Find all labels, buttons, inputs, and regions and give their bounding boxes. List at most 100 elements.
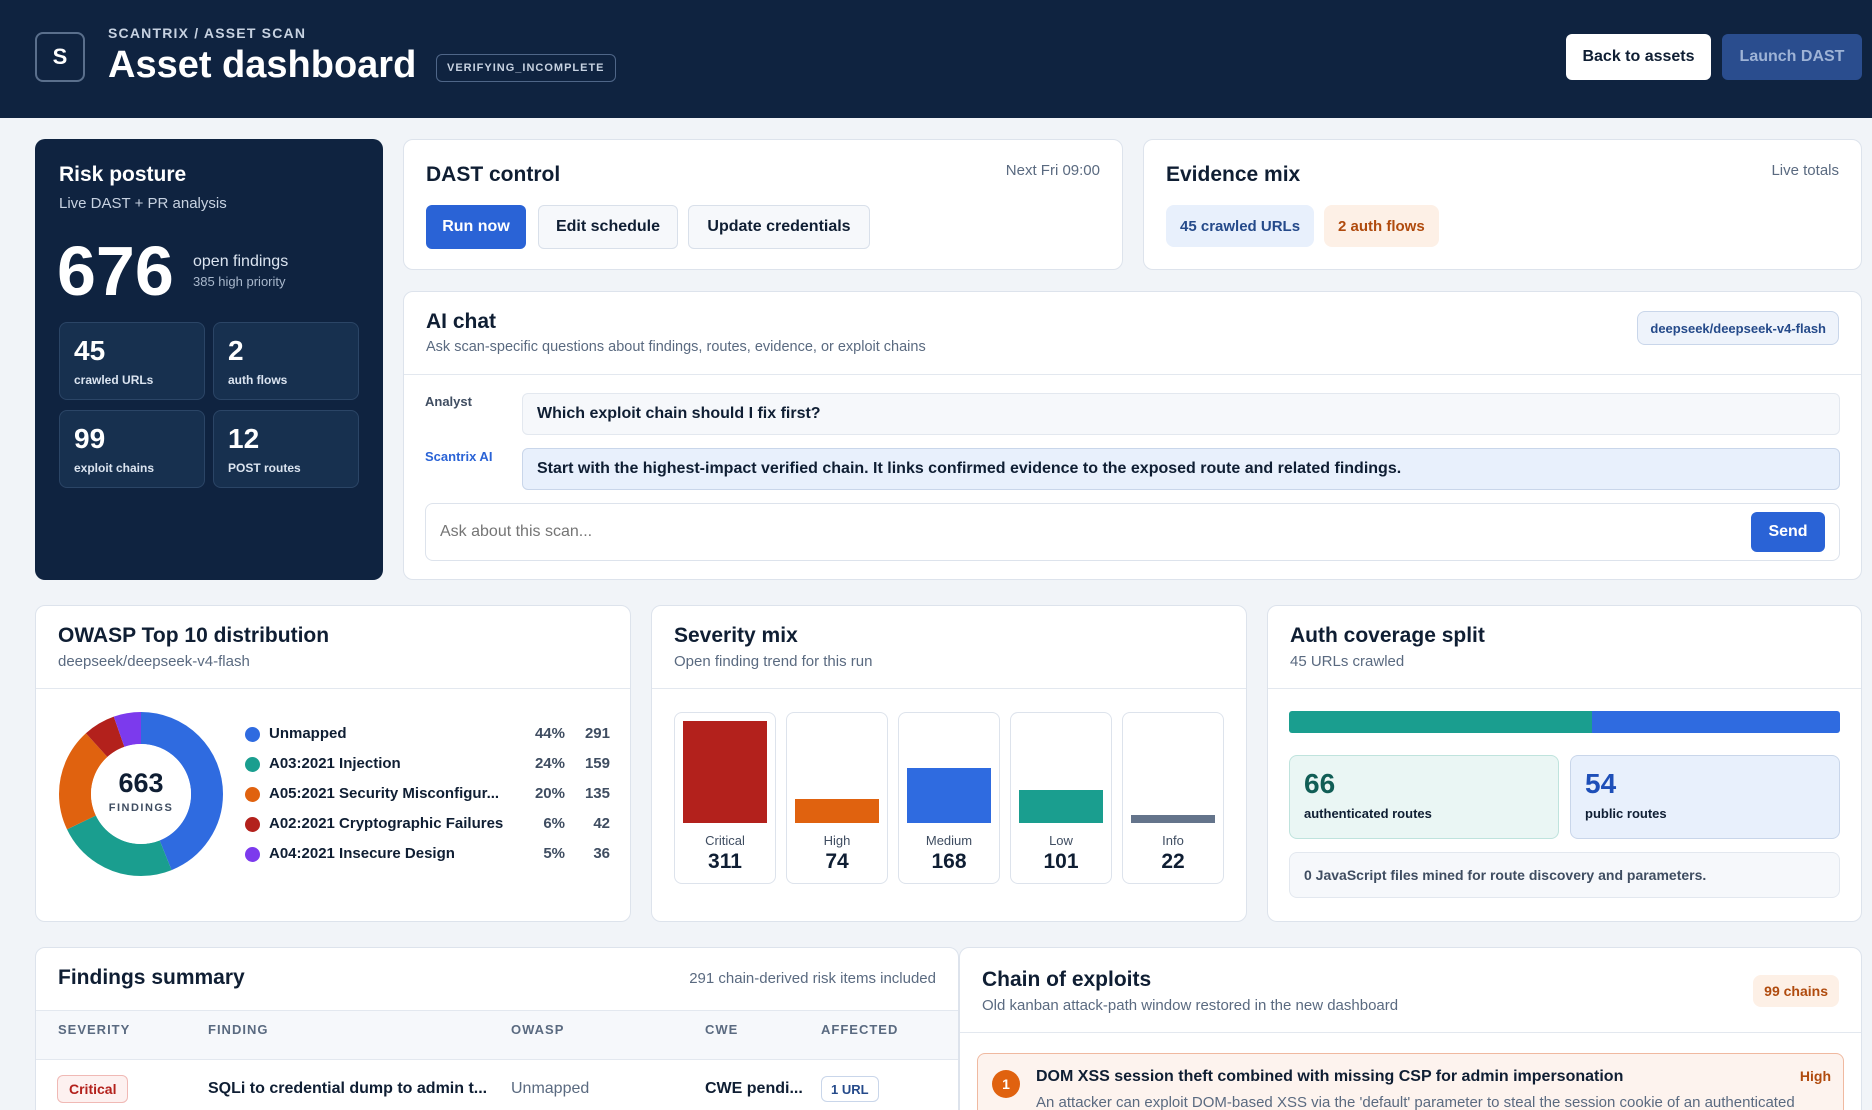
- col-cwe: CWE: [705, 1022, 739, 1037]
- severity-label: High: [823, 833, 851, 848]
- evidence-title: Evidence mix: [1166, 163, 1301, 186]
- legend-label: A04:2021 Insecure Design: [269, 845, 455, 862]
- send-button[interactable]: Send: [1751, 512, 1825, 552]
- owasp-donut-chart: [59, 712, 223, 876]
- legend-swatch: [245, 757, 260, 772]
- model-badge: deepseek/deepseek-v4-flash: [1637, 311, 1839, 345]
- chain-item-title: DOM XSS session theft combined with miss…: [1036, 1068, 1624, 1085]
- col-affected: AFFECTED: [821, 1022, 899, 1037]
- legend-percent: 5%: [543, 845, 565, 862]
- run-now-button[interactable]: Run now: [426, 205, 526, 249]
- legend-count: 291: [584, 725, 610, 742]
- severity-bar: [795, 798, 879, 823]
- table-header: [36, 1010, 958, 1060]
- severity-bar: [1019, 789, 1103, 823]
- severity-column-high: High 74: [786, 712, 888, 884]
- col-severity: SEVERITY: [58, 1022, 131, 1037]
- legend-label: A05:2021 Security Misconfigur...: [269, 785, 500, 802]
- severity-label: Medium: [925, 833, 973, 848]
- severity-column-info: Info 22: [1122, 712, 1224, 884]
- owasp-divider: [36, 688, 630, 689]
- stat-value: 12: [228, 423, 260, 454]
- launch-dast-button[interactable]: Launch DAST: [1722, 34, 1862, 80]
- severity-bar: [1131, 815, 1215, 823]
- legend-item: A05:2021 Security Misconfigur... 20% 135: [245, 783, 610, 805]
- chain-subtitle: Old kanban attack-path window restored i…: [982, 997, 1399, 1014]
- stat-exploit-chains: 99 exploit chains: [59, 410, 205, 488]
- donut-total: 663: [118, 768, 164, 798]
- legend-item: A02:2021 Cryptographic Failures 6% 42: [245, 813, 610, 835]
- stat-label: exploit chains: [74, 461, 155, 475]
- risk-title: Risk posture: [59, 163, 187, 186]
- severity-value: 74: [825, 850, 849, 873]
- affected-badge: 1 URL: [821, 1076, 879, 1102]
- message-ai: Start with the highest-impact verified c…: [522, 448, 1840, 490]
- high-priority-count: 385 high priority: [193, 274, 286, 289]
- auth-subtitle: 45 URLs crawled: [1290, 653, 1405, 670]
- chat-divider: [404, 374, 1861, 375]
- chat-subtitle: Ask scan-specific questions about findin…: [426, 339, 926, 355]
- finding-name: SQLi to credential dump to admin t...: [208, 1080, 488, 1097]
- public-routes-value: 54: [1585, 768, 1617, 799]
- legend-label: Unmapped: [269, 725, 347, 742]
- owasp-title: OWASP Top 10 distribution: [58, 624, 330, 647]
- findings-note: 291 chain-derived risk items included: [689, 970, 936, 987]
- dast-title: DAST control: [426, 163, 561, 186]
- stat-value: 45: [74, 335, 106, 366]
- donut-hole: [91, 744, 191, 844]
- legend-item: A03:2021 Injection 24% 159: [245, 753, 610, 775]
- severity-label: Info: [1162, 833, 1184, 848]
- evidence-note: Live totals: [1771, 162, 1839, 179]
- finding-cwe: CWE pendi...: [705, 1080, 803, 1097]
- risk-posture-card: Risk posture Live DAST + PR analysis 676…: [35, 139, 383, 580]
- col-finding: FINDING: [208, 1022, 269, 1037]
- dast-control-card: DAST control Next Fri 09:00 Run now Edit…: [403, 139, 1123, 270]
- chain-count-badge: 99 chains: [1753, 975, 1839, 1007]
- severity-column-medium: Medium 168: [898, 712, 1000, 884]
- back-to-assets-button[interactable]: Back to assets: [1566, 34, 1711, 80]
- findings-title: Findings summary: [58, 966, 245, 989]
- evidence-chip-crawled-urls: 45 crawled URLs: [1166, 205, 1315, 247]
- legend-count: 42: [593, 815, 610, 832]
- legend-percent: 6%: [543, 815, 565, 832]
- chat-input[interactable]: [425, 503, 1840, 561]
- stat-label: crawled URLs: [74, 373, 154, 387]
- stat-auth-flows: 2 auth flows: [213, 322, 359, 400]
- severity-value: 311: [708, 850, 742, 873]
- edit-schedule-button[interactable]: Edit schedule: [538, 205, 678, 249]
- auth-divider: [1268, 688, 1861, 689]
- top-bar: S SCANTRIX / ASSET SCAN Asset dashboard …: [0, 0, 1872, 118]
- status-badge: VERIFYING_INCOMPLETE: [436, 54, 616, 82]
- legend-percent: 20%: [534, 785, 565, 802]
- legend-count: 159: [584, 755, 610, 772]
- message-analyst: Which exploit chain should I fix first?: [522, 393, 1840, 435]
- owasp-subtitle: deepseek/deepseek-v4-flash: [58, 653, 250, 670]
- evidence-mix-card: Evidence mix Live totals 45 crawled URLs…: [1143, 139, 1862, 270]
- legend-swatch: [245, 817, 260, 832]
- donut-slice-4: [59, 712, 223, 876]
- legend-percent: 24%: [534, 755, 565, 772]
- update-credentials-button[interactable]: Update credentials: [688, 205, 870, 249]
- legend-label: A02:2021 Cryptographic Failures: [269, 815, 504, 832]
- js-files-note: 0 JavaScript files mined for route disco…: [1289, 852, 1840, 898]
- chain-item-description: An attacker can exploit DOM-based XSS vi…: [1036, 1094, 1795, 1110]
- stat-value: 2: [228, 335, 244, 366]
- auth-split-bar: [1289, 711, 1840, 733]
- risk-subtitle: Live DAST + PR analysis: [59, 195, 227, 212]
- legend-item: Unmapped 44% 291: [245, 723, 610, 745]
- severity-value: 168: [931, 850, 967, 873]
- exploit-chain-item[interactable]: 1 DOM XSS session theft combined with mi…: [977, 1053, 1844, 1110]
- evidence-chip-auth-flows: 2 auth flows: [1324, 205, 1439, 247]
- donut-slice-2: [59, 712, 223, 876]
- auth-title: Auth coverage split: [1290, 624, 1485, 647]
- auth-split-segment-1: [1592, 711, 1840, 733]
- chain-divider: [960, 1032, 1861, 1033]
- chain-item-severity: High: [1799, 1068, 1831, 1084]
- severity-bar: [907, 767, 991, 823]
- stat-label: POST routes: [228, 461, 301, 475]
- severity-title: Severity mix: [674, 624, 798, 647]
- severity-badge: Critical: [57, 1075, 129, 1103]
- stat-value: 99: [74, 423, 106, 454]
- legend-swatch: [245, 847, 260, 862]
- breadcrumb: SCANTRIX / ASSET SCAN: [108, 25, 307, 41]
